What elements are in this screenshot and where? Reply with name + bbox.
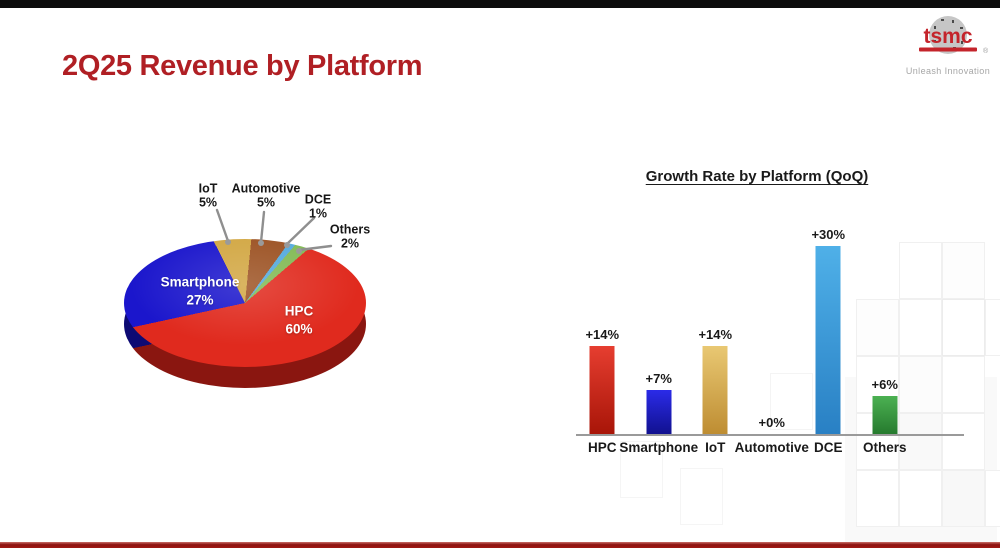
x-axis-line (576, 434, 964, 436)
bar-value-label: +30% (811, 227, 846, 242)
bar-group-smartphone: +7% Smartphone (619, 228, 698, 455)
bar-group-iot: +14% IoT (687, 228, 744, 455)
decor-square (985, 299, 1000, 356)
pie-surface (124, 238, 366, 368)
bar-hpc (589, 346, 615, 434)
bar-area-smartphone: +7% (631, 228, 688, 434)
bar-category-label: Automotive (734, 440, 809, 455)
bar-value-label: +0% (758, 415, 785, 430)
bar-area-dce: +30% (800, 227, 857, 434)
pie-label-hpc: HPC 60% (284, 303, 314, 336)
pie-label-automotive: Automotive 5% (231, 181, 301, 210)
bar-group-automotive: +0% Automotive (735, 228, 809, 455)
decor-square (985, 470, 1000, 527)
bar-others (872, 396, 898, 434)
page-title: 2Q25 Revenue by Platform (62, 50, 423, 82)
bar-value-label: +14% (698, 327, 733, 342)
tsmc-wafer-icon: tsmc ® (919, 16, 989, 55)
pie-label-iot: IoT 5% (198, 181, 218, 210)
bar-category-label: HPC (587, 440, 617, 455)
bar-smartphone (646, 390, 672, 434)
bar-area-others: +6% (857, 228, 914, 434)
pie-leader-lines (215, 208, 333, 254)
decor-square (942, 470, 985, 527)
logo-tagline: Unleash Innovation (905, 66, 991, 76)
bar-plot-area: +14% HPC +7% Smartphone +14% IoT +0% Automotive… (562, 227, 982, 463)
bar-value-label: +6% (871, 377, 898, 392)
pie-label-others: Others 2% (329, 222, 371, 251)
bar-chart-growth-rate: Growth Rate by Platform (QoQ) +14% HPC +7%… (562, 168, 982, 463)
bottom-frame-bar (0, 542, 1000, 548)
bar-category-label: IoT (705, 440, 726, 455)
decor-square (899, 470, 942, 527)
tsmc-logo: tsmc ® Unleash Innovation (897, 14, 999, 76)
bar-iot (702, 346, 728, 434)
bar-chart-title: Growth Rate by Platform (QoQ) (645, 168, 869, 185)
bar-category-label: Others (862, 440, 907, 455)
bar-dce (815, 246, 841, 434)
bar-area-automotive: +0% (744, 228, 801, 434)
bar-category-label: DCE (813, 440, 843, 455)
bar-group-hpc: +14% HPC (574, 228, 631, 455)
bar-value-label: +14% (585, 327, 620, 342)
bar-group-others: +6% Others (857, 228, 914, 455)
pie-chart-revenue-by-platform: IoT 5% Automotive 5% DCE 1% Others 2% Sm… (100, 165, 430, 420)
decor-square (680, 468, 723, 525)
registered-mark: ® (983, 47, 989, 55)
pie-label-smartphone: Smartphone 27% (160, 274, 240, 307)
tsmc-wordmark: tsmc (923, 25, 972, 48)
bar-value-label: +7% (645, 371, 672, 386)
top-frame-bar (0, 0, 1000, 8)
decor-square (856, 470, 899, 527)
pie-label-dce: DCE 1% (304, 192, 332, 221)
bar-area-iot: +14% (687, 228, 744, 434)
bar-group-dce: +30% DCE (800, 227, 857, 455)
bar-area-hpc: +14% (574, 228, 631, 434)
